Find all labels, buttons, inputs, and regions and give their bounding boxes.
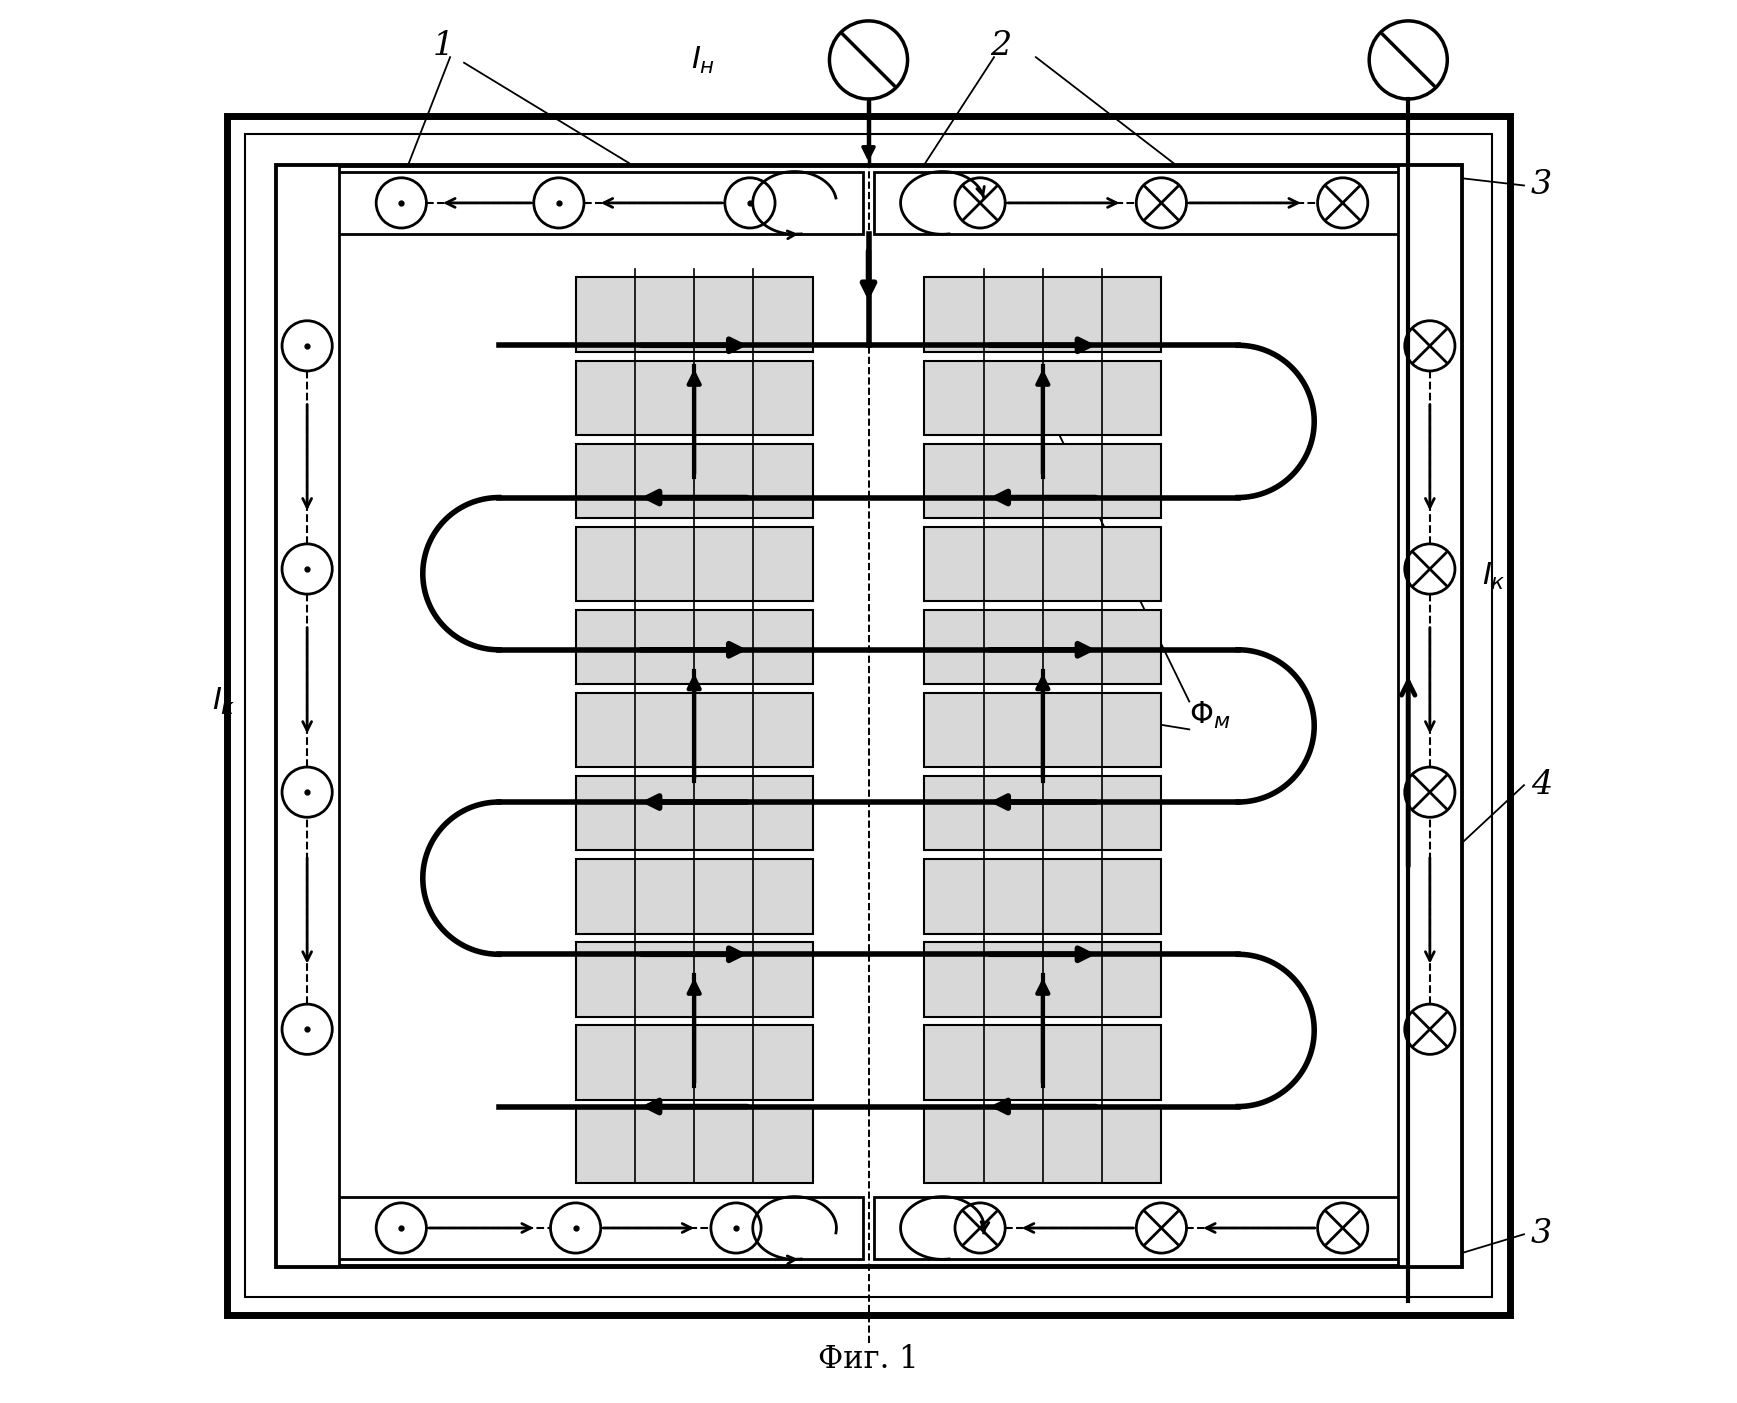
Bar [575,610,813,685]
Bar [924,278,1162,352]
Bar [245,133,1492,1296]
Bar [924,443,1162,518]
Bar [874,1197,1461,1260]
Bar [276,1197,863,1260]
Text: Фиг. 1: Фиг. 1 [818,1344,919,1375]
Bar [575,1108,813,1183]
Bar [924,361,1162,435]
Bar [575,361,813,435]
Text: $I_н$: $I_н$ [691,45,716,76]
Text: 4: 4 [1530,769,1553,801]
Bar [575,859,813,933]
Text: $\Phi_м$: $\Phi_м$ [1190,700,1232,731]
Bar [924,941,1162,1017]
Bar [924,859,1162,933]
Bar [924,1024,1162,1100]
Bar [575,941,813,1017]
Bar [575,693,813,767]
Bar [575,278,813,352]
Bar [575,443,813,518]
Bar [924,693,1162,767]
Bar [924,776,1162,850]
Text: $I_к$: $I_к$ [212,686,236,717]
Text: 2: 2 [990,29,1011,62]
Text: $I_к$: $I_к$ [1482,560,1506,592]
Bar [924,610,1162,685]
Bar [228,115,1509,1315]
Text: 3: 3 [1530,170,1553,202]
Bar [924,526,1162,602]
Bar [874,171,1461,234]
Bar [575,776,813,850]
Text: 3: 3 [1530,1218,1553,1250]
Bar [276,171,863,234]
Bar [1398,164,1461,1267]
Bar [924,1108,1162,1183]
Bar [276,164,1461,1267]
Bar [276,164,339,1267]
Bar [575,526,813,602]
Bar [575,1024,813,1100]
Text: 1: 1 [433,29,453,62]
